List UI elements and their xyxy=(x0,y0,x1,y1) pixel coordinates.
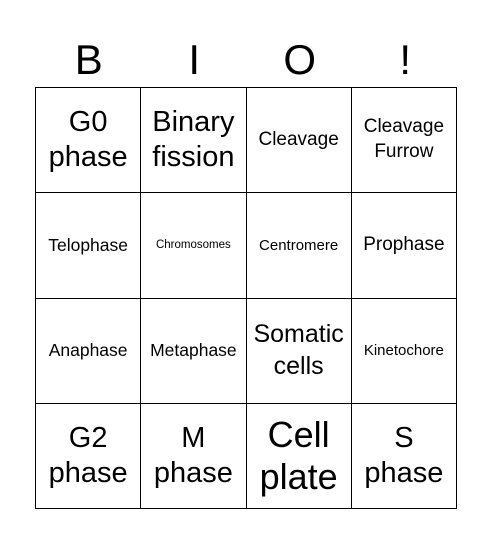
bingo-cell-label: Binary fission xyxy=(152,106,235,174)
bingo-cell-label: Cell plate xyxy=(259,414,338,497)
header-letter-i: I xyxy=(188,36,201,83)
bingo-row: G0 phase Binary fission Cleavage Cleavag… xyxy=(36,88,457,194)
bingo-cell-label: Cleavage xyxy=(258,128,339,150)
bingo-cell[interactable]: Metaphase xyxy=(141,298,247,404)
bingo-row: Telophase Chromosomes Centromere Prophas… xyxy=(36,193,457,299)
bingo-row: G2 phase M phase Cell plate S phase xyxy=(36,403,457,509)
bingo-cell-label: Cleavage Furrow xyxy=(363,116,445,163)
bingo-cell-label: Prophase xyxy=(363,234,445,256)
bingo-cell[interactable]: Chromosomes xyxy=(141,193,247,299)
bingo-cell[interactable]: S phase xyxy=(351,403,457,509)
bingo-cell-label: Somatic cells xyxy=(253,320,344,380)
bingo-cell[interactable]: Prophase xyxy=(351,193,457,299)
bingo-cell[interactable]: Cell plate xyxy=(246,403,352,509)
bingo-cell-label: Metaphase xyxy=(150,340,237,361)
bingo-cell-label: S phase xyxy=(364,422,444,489)
bingo-card-grid: G0 phase Binary fission Cleavage Cleavag… xyxy=(35,87,457,509)
bingo-cell-label: M phase xyxy=(153,422,233,489)
bingo-cell-label: Kinetochore xyxy=(363,341,444,359)
bingo-cell[interactable]: Kinetochore xyxy=(351,298,457,404)
bingo-cell-label: Chromosomes xyxy=(155,238,231,251)
bingo-cell[interactable]: Telophase xyxy=(36,193,142,299)
bingo-cell-label: G0 phase xyxy=(48,106,128,174)
bingo-cell[interactable]: G0 phase xyxy=(36,88,142,194)
bingo-cell[interactable]: G2 phase xyxy=(36,403,142,509)
bingo-row: Anaphase Metaphase Somatic cells Kinetoc… xyxy=(36,298,457,404)
header-letter-exclamation: ! xyxy=(399,36,412,83)
bingo-cell[interactable]: Cleavage Furrow xyxy=(351,88,457,194)
bingo-cell[interactable]: Centromere xyxy=(246,193,352,299)
bingo-cell-label: Telophase xyxy=(48,235,129,255)
bingo-cell[interactable]: M phase xyxy=(141,403,247,509)
bingo-cell[interactable]: Binary fission xyxy=(141,88,247,194)
bingo-cell-label: Anaphase xyxy=(48,340,128,361)
bingo-cell[interactable]: Cleavage xyxy=(246,88,352,194)
header-letter-b: B xyxy=(74,36,103,83)
header-letter-o: O xyxy=(283,36,317,83)
bingo-cell[interactable]: Somatic cells xyxy=(246,298,352,404)
bingo-cell-label: Centromere xyxy=(259,236,339,254)
bingo-cell-label: G2 phase xyxy=(48,422,128,489)
bingo-cell[interactable]: Anaphase xyxy=(36,298,142,404)
bingo-header: B I O ! xyxy=(36,30,458,90)
